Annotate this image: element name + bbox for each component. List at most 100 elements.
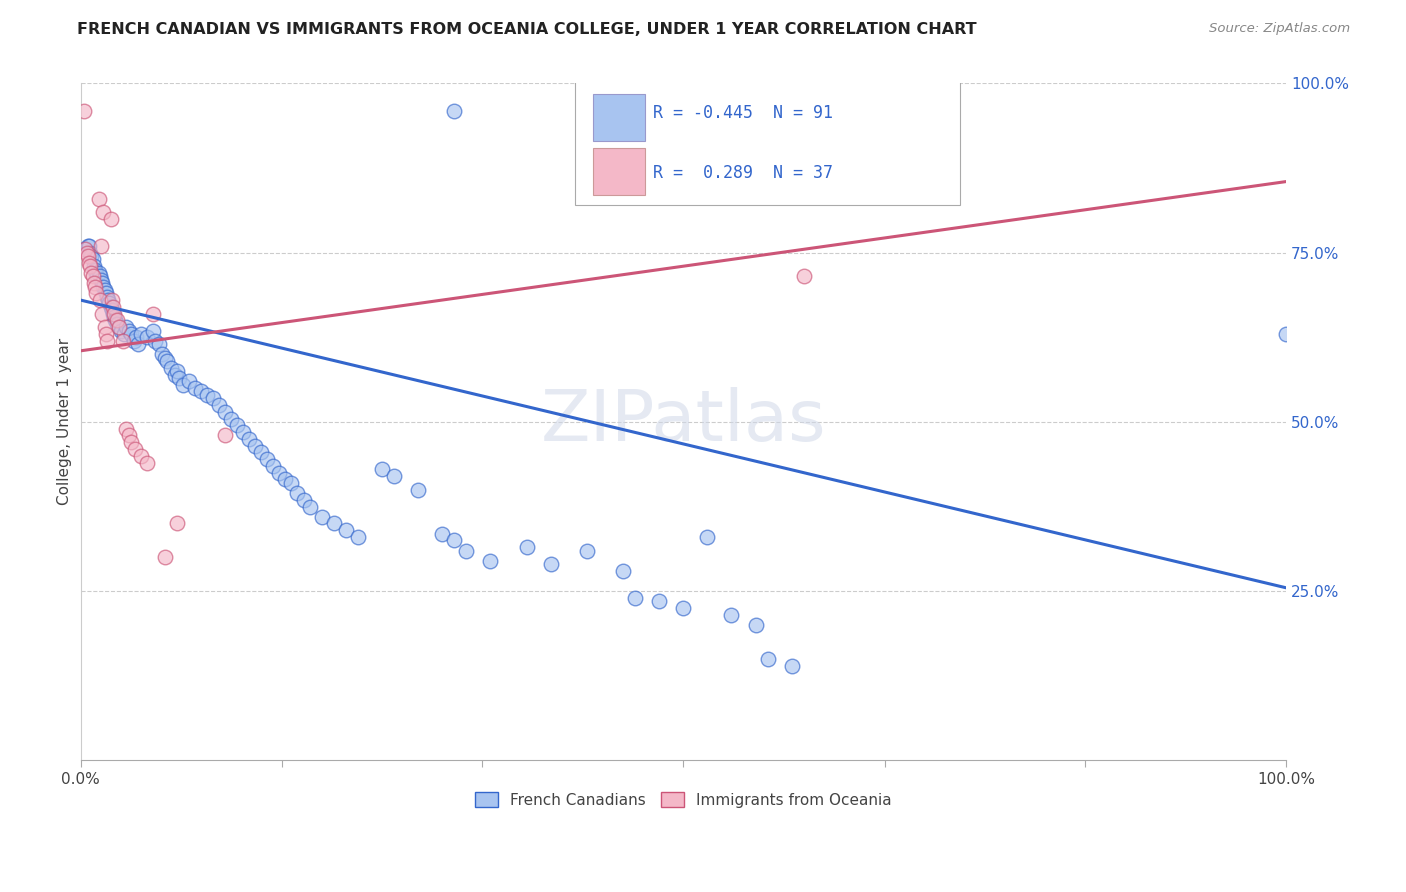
Point xyxy=(190,384,212,399)
Point xyxy=(430,526,453,541)
Point xyxy=(515,540,537,554)
Point xyxy=(101,300,124,314)
Point xyxy=(86,269,108,284)
Point xyxy=(346,530,368,544)
Point xyxy=(142,307,165,321)
Point xyxy=(80,249,103,263)
Point xyxy=(75,242,97,256)
Point xyxy=(124,442,146,456)
Point xyxy=(214,405,236,419)
Point xyxy=(575,543,598,558)
Point xyxy=(105,317,128,331)
Point xyxy=(129,326,152,341)
Point xyxy=(112,326,135,341)
Text: FRENCH CANADIAN VS IMMIGRANTS FROM OCEANIA COLLEGE, UNDER 1 YEAR CORRELATION CHA: FRENCH CANADIAN VS IMMIGRANTS FROM OCEAN… xyxy=(77,22,977,37)
Point xyxy=(148,337,170,351)
Point xyxy=(292,492,315,507)
Point xyxy=(94,286,117,301)
Point xyxy=(226,418,249,433)
Point xyxy=(120,435,142,450)
Point xyxy=(100,211,122,226)
Point xyxy=(84,266,107,280)
Point xyxy=(80,266,103,280)
Point xyxy=(142,324,165,338)
Point xyxy=(96,334,118,348)
Point xyxy=(184,381,207,395)
Y-axis label: College, Under 1 year: College, Under 1 year xyxy=(58,338,72,506)
Point xyxy=(298,500,321,514)
Point xyxy=(696,530,718,544)
Point xyxy=(129,449,152,463)
Point xyxy=(101,303,124,318)
Point xyxy=(1275,326,1298,341)
Point xyxy=(274,473,297,487)
Point xyxy=(89,293,111,307)
Point xyxy=(98,296,121,310)
Point xyxy=(125,330,148,344)
Point xyxy=(479,554,502,568)
Point xyxy=(624,591,647,605)
Point xyxy=(371,462,394,476)
Point xyxy=(118,324,141,338)
Point xyxy=(90,239,112,253)
Point xyxy=(84,279,107,293)
Point xyxy=(311,509,333,524)
Point xyxy=(780,658,803,673)
Point xyxy=(94,326,117,341)
Point xyxy=(214,428,236,442)
Point xyxy=(287,486,309,500)
Point xyxy=(83,276,105,290)
Point xyxy=(127,337,149,351)
Point xyxy=(110,324,132,338)
Point xyxy=(256,452,278,467)
Point xyxy=(89,269,111,284)
FancyBboxPatch shape xyxy=(593,94,645,141)
Point xyxy=(153,351,176,365)
Point xyxy=(166,364,188,378)
Point xyxy=(100,300,122,314)
Point xyxy=(443,103,465,118)
Legend: French Canadians, Immigrants from Oceania: French Canadians, Immigrants from Oceani… xyxy=(468,786,898,814)
Point xyxy=(73,103,96,118)
Point xyxy=(87,192,110,206)
Point xyxy=(166,516,188,531)
Point xyxy=(135,456,157,470)
Point xyxy=(443,533,465,548)
Point xyxy=(269,466,291,480)
Point xyxy=(101,293,124,307)
Point xyxy=(135,330,157,344)
Point xyxy=(156,354,179,368)
Point xyxy=(793,269,815,284)
Point xyxy=(177,374,200,388)
Point xyxy=(82,269,104,284)
Point xyxy=(219,411,242,425)
Point xyxy=(84,262,107,277)
Point xyxy=(91,276,114,290)
Point xyxy=(232,425,254,439)
Point xyxy=(115,422,138,436)
Point xyxy=(111,334,134,348)
Point xyxy=(104,313,127,327)
Point xyxy=(122,334,145,348)
Point xyxy=(250,445,273,459)
Point xyxy=(76,245,98,260)
Point xyxy=(93,205,115,219)
Point xyxy=(172,377,194,392)
Point xyxy=(83,259,105,273)
Point xyxy=(540,557,562,571)
Point xyxy=(756,652,779,666)
Point xyxy=(87,266,110,280)
Point xyxy=(280,475,302,490)
Point xyxy=(612,564,634,578)
Point xyxy=(90,273,112,287)
Point xyxy=(195,388,218,402)
Point xyxy=(115,320,138,334)
Point xyxy=(93,320,115,334)
Point xyxy=(672,601,695,615)
Point xyxy=(93,279,115,293)
Point xyxy=(456,543,478,558)
Point xyxy=(118,428,141,442)
Point xyxy=(108,320,131,334)
Point xyxy=(152,347,174,361)
Point xyxy=(76,239,98,253)
